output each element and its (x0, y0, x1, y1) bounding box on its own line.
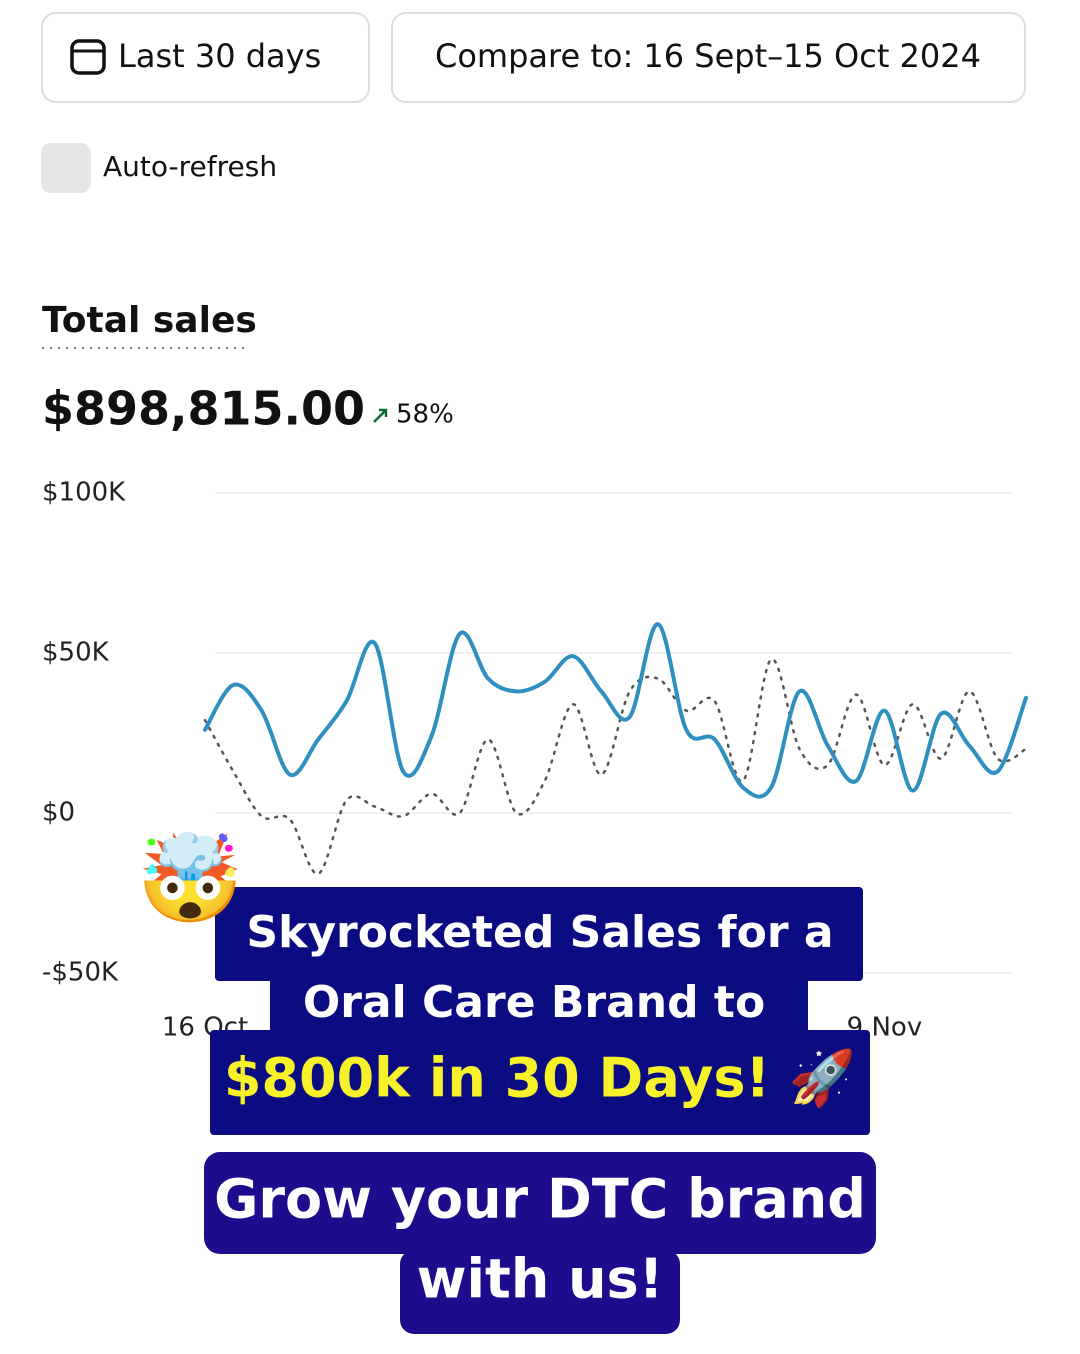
checkbox[interactable] (41, 143, 91, 193)
banner (215, 887, 863, 981)
date-button[interactable] (41, 12, 370, 103)
calendar-icon (70, 39, 106, 75)
headline-highlight: $800k in 30 Days! 🚀 (224, 1047, 856, 1110)
compare-label: Compare to: 16 Sept–15 Oct 2024 (435, 37, 981, 75)
emoji: 🤯 (136, 829, 243, 929)
y-tick-label: $100K (42, 478, 126, 508)
sales-title: Total sales (42, 300, 257, 341)
series-line (203, 622, 1028, 799)
date-label: Last 30 days (118, 37, 321, 75)
y-tick-label: $0 (42, 798, 75, 828)
compare-button[interactable] (391, 12, 1026, 103)
overlay: 🤯 Skyrocketed Sales for a Oral Care Bran… (136, 829, 876, 1334)
y-tick-label: -$50K (42, 958, 119, 988)
cta-banner (204, 1152, 876, 1254)
sales-change: 58% (396, 400, 454, 430)
banner (270, 978, 808, 1034)
up-arrow (373, 408, 388, 423)
cta-banner (400, 1250, 680, 1334)
headline: Oral Care Brand to (303, 977, 765, 1028)
y-tick-label: $50K (42, 638, 110, 668)
sales-total: $898,815.00 (42, 382, 365, 436)
cta: with us! (417, 1248, 664, 1311)
headline: Skyrocketed Sales for a (246, 907, 833, 958)
cta: Grow your DTC brand (214, 1168, 866, 1231)
banner (210, 1030, 870, 1135)
auto-refresh-label: Auto-refresh (103, 150, 277, 183)
